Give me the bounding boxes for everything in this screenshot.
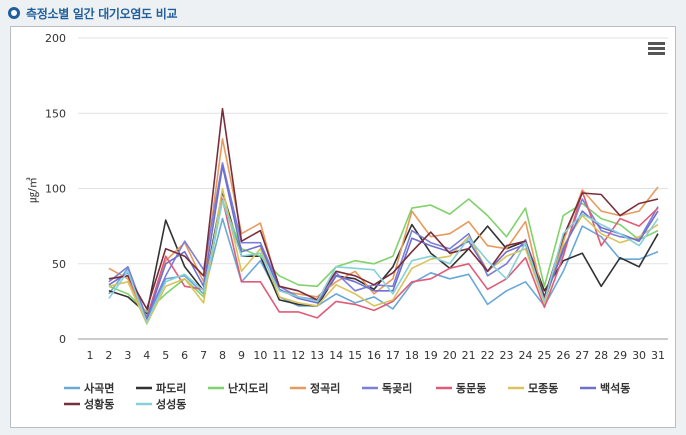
x-axis-ticks: 1 2 3 4 5 6 7 8 9 10 11 12 13 14 15 16 17 18 19 20 21 22 23 24 2… [87,349,666,362]
y-tick-label: 50 [52,258,66,271]
x-tick-label: 6 [181,349,188,362]
x-tick-label: 18 [405,349,419,362]
series-line-8 [108,165,659,321]
legend-item[interactable]: 성성동 [136,397,186,411]
chart-header: 측정소별 일간 대기오염도 비교 [0,0,686,26]
y-tick-label: 150 [45,107,66,120]
series-line-10 [108,199,659,324]
legend-item[interactable]: 파도리 [136,381,186,395]
hamburger-menu-icon[interactable] [646,38,668,58]
series-line-4 [108,138,659,322]
x-tick-label: 10 [253,349,267,362]
x-tick-label: 26 [556,349,570,362]
y-tick-label: 200 [45,32,66,45]
bullet-circle-icon [8,7,20,19]
x-tick-label: 2 [105,349,112,362]
y-axis-ticks: 0 50 100 150 200 [45,32,66,346]
x-tick-label: 28 [594,349,608,362]
legend-label: 성황동 [84,397,114,411]
x-tick-label: 15 [348,349,362,362]
x-tick-label: 8 [219,349,226,362]
x-tick-label: 20 [443,349,457,362]
x-tick-label: 7 [200,349,207,362]
x-tick-label: 12 [291,349,305,362]
legend-label: 정곡리 [310,381,340,395]
legend-label: 성성동 [156,397,186,411]
x-tick-label: 29 [613,349,627,362]
x-tick-label: 24 [518,349,532,362]
series-line-3 [108,198,659,313]
x-tick-label: 9 [238,349,245,362]
series-line-9 [108,107,659,310]
x-tick-label: 14 [329,349,343,362]
legend-label: 사곡면 [84,381,114,395]
y-tick-label: 100 [45,183,66,196]
legend-label: 백석동 [600,381,630,395]
legend-item[interactable]: 난지도리 [208,381,268,395]
x-tick-label: 25 [537,349,551,362]
legend-item[interactable]: 독곶리 [362,381,412,395]
x-tick-label: 27 [575,349,589,362]
x-tick-label: 31 [651,349,665,362]
legend-item[interactable]: 정곡리 [290,381,340,395]
x-tick-label: 4 [143,349,150,362]
x-tick-label: 19 [424,349,438,362]
x-tick-label: 21 [462,349,476,362]
series-lines [108,107,659,325]
x-tick-label: 30 [632,349,646,362]
x-tick-label: 17 [386,349,400,362]
legend-label: 동문동 [456,382,486,395]
legend-item[interactable]: 사곡면 [64,381,114,395]
legend-label: 파도리 [156,381,186,395]
x-tick-label: 5 [162,349,169,362]
x-tick-label: 23 [500,349,514,362]
legend-item[interactable]: 모종동 [508,382,558,395]
chart-panel [10,26,676,428]
y-axis-label: ㎍/㎥ [26,177,39,203]
x-tick-label: 22 [481,349,495,362]
legend-label: 모종동 [528,382,558,395]
legend-label: 독곶리 [382,381,412,395]
grid-lines [78,37,668,340]
chart-title: 측정소별 일간 대기오염도 비교 [26,6,178,21]
x-tick-label: 13 [310,349,324,362]
x-tick-label: 3 [124,349,131,362]
legend-item[interactable]: 백석동 [580,381,630,395]
x-tick-label: 1 [87,349,94,362]
y-tick-label: 0 [59,333,66,346]
legend-label: 난지도리 [228,381,268,395]
legend-item[interactable]: 성황동 [64,397,114,411]
legend-item[interactable]: 동문동 [436,382,486,395]
x-tick-label: 11 [272,349,286,362]
x-tick-label: 16 [367,349,381,362]
